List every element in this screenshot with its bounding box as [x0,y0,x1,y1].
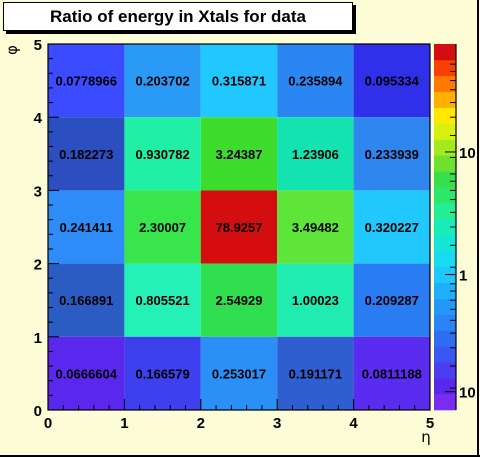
heatmap-cell [48,336,125,410]
colorbar-segment [434,171,456,188]
cell-value-label: 3.49482 [292,220,339,235]
colorbar-segment [434,346,456,363]
cell-value-label: 0.235894 [288,74,343,89]
colorbar-segment [434,250,456,268]
cell-value-label: 0.930782 [135,147,189,162]
cell-value-label: 0.0666604 [55,366,117,381]
colorbar-segment [434,139,456,156]
right-border [477,0,479,457]
cell-value-label: 0.0811188 [362,366,422,381]
x-tick-label: 3 [273,415,281,432]
cell-value-label: 0.241411 [59,220,113,235]
cell-value-label: 0.209287 [365,293,419,308]
heatmap-cell [200,336,278,410]
colorbar-tick-label: 1 [459,268,467,285]
x-tick-label: 1 [120,415,128,432]
x-tick-label: 5 [426,415,434,432]
heatmap-cell [353,117,430,191]
heatmap-cell [277,336,354,410]
cell-value-label: 0.203702 [135,74,189,89]
colorbar-segment [434,378,456,395]
heatmap-cell [353,263,430,337]
cell-value-label: 0.0778966 [55,74,116,89]
heatmap-cell [353,336,430,410]
colorbar-segment [434,44,456,61]
heatmap-cell [277,190,354,264]
colorbar-segment [434,123,456,140]
x-tick-label: 2 [197,415,205,432]
y-tick-label: 3 [34,183,42,200]
cell-value-label: 1.00023 [292,293,339,308]
y-axis-label: φ [3,45,21,55]
colorbar-tick-label: 10 [459,385,476,402]
y-tick-label: 2 [34,257,42,274]
colorbar-segment [434,282,456,299]
heatmap-cell [124,336,201,410]
colorbar-segment [434,203,456,220]
heatmap-cell [277,263,354,337]
heatmap-cell [200,117,278,191]
colorbar-segment [434,91,456,108]
cell-value-label: 2.30007 [139,220,186,235]
cell-value-label: 0.166891 [59,293,113,308]
heatmap-cell [124,117,201,191]
colorbar-segment [434,155,456,172]
colorbar-tick-label: 10 [459,145,476,162]
heatmap-cell [48,44,125,118]
colorbar-segment [434,330,456,347]
heatmap-cell [277,44,354,118]
y-tick-label: 4 [34,110,43,127]
colorbar-segment [434,75,456,93]
colorbar-segment [434,107,456,124]
cell-value-label: 0.253017 [212,366,266,381]
cell-value-label: 0.166579 [135,366,189,381]
heatmap-cell [353,44,430,118]
heatmap-cell [124,263,201,337]
cell-value-label: 0.095334 [365,74,420,89]
heatmap-cell [200,190,278,264]
heatmap-cell [200,44,278,118]
heatmap-cell [353,190,430,264]
heatmap-cell [124,44,201,118]
colorbar-segment [434,362,456,379]
chart-title: Ratio of energy in Xtals for data [3,2,353,31]
heatmap-cell [124,190,201,264]
colorbar-segment [434,298,456,315]
y-tick-label: 5 [34,37,42,54]
colorbar-segment [434,234,456,252]
plot-frame [47,43,431,411]
heatmap-cell [48,263,125,337]
cell-value-label: 0.191171 [289,366,343,381]
x-tick-label: 4 [349,415,358,432]
cell-value-label: 0.320227 [365,220,419,235]
y-tick-label: 0 [34,403,42,420]
cell-value-label: 0.233939 [365,147,419,162]
colorbar-segment [434,219,456,236]
cell-value-label: 2.54929 [216,293,263,308]
cell-value-label: 0.182273 [59,147,113,162]
colorbar-segment [434,59,456,77]
bottom-border [0,455,480,457]
y-tick-label: 1 [34,330,42,347]
colorbar-segment [434,394,456,411]
cell-value-label: 78.9257 [216,220,263,235]
x-tick-label: 0 [44,415,52,432]
heatmap-cell [277,117,354,191]
cell-value-label: 3.24387 [216,147,263,162]
colorbar-segment [434,187,456,204]
heatmap-cell [48,117,125,191]
heatmap-cell [48,190,125,264]
x-axis-label: η [421,428,431,446]
cell-value-label: 0.315871 [212,74,266,89]
heatmap-cell [200,263,278,337]
cell-value-label: 0.805521 [135,293,189,308]
colorbar-segment [434,314,456,331]
cell-value-label: 1.23906 [292,147,339,162]
